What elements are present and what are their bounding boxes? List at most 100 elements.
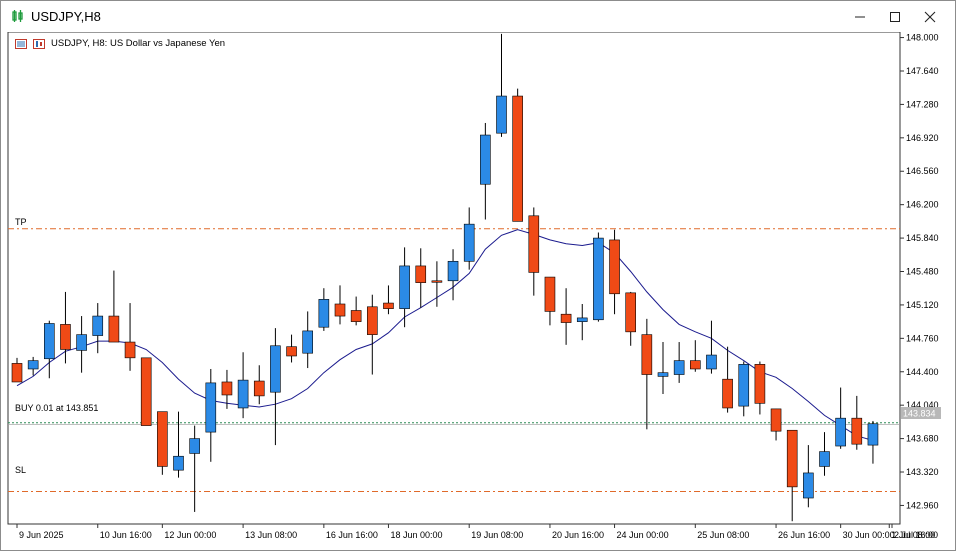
candle bbox=[576, 303, 588, 341]
candle-body bbox=[27, 360, 39, 370]
x-axis-label: 30 Jun 00:00 bbox=[843, 530, 895, 540]
candle-body bbox=[415, 265, 427, 283]
candle-body bbox=[157, 411, 168, 467]
minimize-button[interactable] bbox=[843, 1, 877, 32]
candle-body bbox=[512, 95, 523, 222]
candle bbox=[835, 387, 846, 449]
candle-body bbox=[609, 239, 620, 295]
candle-body bbox=[302, 330, 314, 354]
candle-body bbox=[92, 315, 104, 336]
y-axis-label: 143.680 bbox=[906, 434, 939, 444]
candle-body bbox=[334, 303, 346, 317]
price-chart[interactable]: 148.000 147.640 147.280 146.920 146.560 146.2… bbox=[7, 32, 953, 547]
candle-body bbox=[738, 364, 750, 407]
candle bbox=[302, 311, 314, 369]
candle-body bbox=[108, 315, 120, 343]
candle bbox=[480, 122, 491, 220]
candle-body bbox=[754, 364, 766, 404]
candle bbox=[11, 357, 23, 383]
candle-body bbox=[560, 313, 572, 323]
candle-body bbox=[366, 306, 378, 335]
candle bbox=[415, 248, 427, 308]
candle bbox=[60, 291, 71, 364]
x-axis-label: 25 Jun 08:00 bbox=[697, 530, 749, 540]
candle bbox=[641, 318, 653, 430]
y-axis-label: 144.760 bbox=[906, 333, 939, 343]
candle bbox=[851, 395, 863, 450]
candle-body bbox=[819, 451, 830, 467]
y-axis-label: 145.120 bbox=[906, 300, 939, 310]
x-axis-label: 1 Jul 08:00 bbox=[891, 530, 935, 540]
y-axis-label: 148.000 bbox=[906, 33, 939, 43]
y-axis-label: 144.400 bbox=[906, 367, 939, 377]
title-bar[interactable]: USDJPY,H8 bbox=[1, 1, 955, 32]
candle bbox=[286, 334, 297, 363]
candle-body bbox=[205, 382, 217, 433]
candle-body bbox=[399, 265, 410, 309]
candle bbox=[673, 342, 685, 383]
candle bbox=[722, 346, 733, 413]
maximize-button[interactable] bbox=[878, 1, 912, 32]
candle bbox=[560, 288, 572, 345]
x-axis-label: 13 Jun 08:00 bbox=[245, 530, 297, 540]
candle bbox=[754, 361, 766, 415]
candle bbox=[189, 425, 200, 512]
candle bbox=[334, 285, 346, 325]
candle-body bbox=[318, 299, 330, 328]
candle-body bbox=[835, 417, 846, 447]
candle bbox=[318, 288, 330, 331]
candle bbox=[205, 368, 217, 462]
x-axis-label: 24 Jun 00:00 bbox=[617, 530, 669, 540]
moving-average-line bbox=[16, 229, 874, 441]
y-axis-label: 142.960 bbox=[906, 500, 939, 510]
y-axis-label: 143.320 bbox=[906, 467, 939, 477]
candle bbox=[447, 249, 459, 301]
candle-body bbox=[237, 379, 249, 409]
candle-body bbox=[76, 334, 87, 351]
y-axis-label: 145.480 bbox=[906, 267, 939, 277]
candle-body bbox=[689, 360, 701, 370]
x-axis-label: 2 Jul 16:00 bbox=[894, 530, 938, 540]
candle-body bbox=[11, 363, 23, 383]
candle bbox=[463, 207, 475, 270]
candle-body bbox=[641, 334, 653, 375]
trade-icon[interactable] bbox=[33, 38, 45, 49]
candle-body bbox=[625, 292, 637, 333]
sl-label: SL bbox=[15, 465, 26, 475]
candle bbox=[366, 294, 378, 375]
x-axis-label: 16 Jun 16:00 bbox=[326, 530, 378, 540]
chart-properties-icon[interactable] bbox=[15, 38, 27, 49]
candle-body bbox=[383, 302, 394, 309]
candle bbox=[27, 356, 39, 376]
candle bbox=[609, 229, 620, 315]
candle-body bbox=[803, 472, 814, 499]
candle bbox=[544, 276, 556, 326]
maximize-icon bbox=[890, 11, 900, 22]
x-axis-label: 19 Jun 08:00 bbox=[471, 530, 523, 540]
candle-body bbox=[657, 372, 669, 377]
candle bbox=[786, 429, 798, 522]
buy-order-label: BUY 0.01 at 143.851 bbox=[15, 403, 98, 413]
candle bbox=[770, 408, 782, 441]
candle bbox=[92, 303, 104, 354]
y-axis-label: 147.640 bbox=[906, 66, 939, 76]
usdjpy-chart-icon bbox=[12, 10, 23, 22]
current-price-tag-bg bbox=[901, 407, 941, 419]
candle bbox=[124, 303, 136, 371]
close-icon bbox=[924, 11, 936, 22]
candle bbox=[43, 320, 55, 379]
candle-body bbox=[463, 223, 475, 262]
chart-area[interactable]: 148.000 147.640 147.280 146.920 146.560 146.2… bbox=[7, 32, 953, 547]
candle bbox=[76, 316, 87, 373]
candle-body bbox=[706, 354, 717, 370]
candle-body bbox=[786, 429, 798, 488]
candle bbox=[399, 247, 410, 328]
candle-body bbox=[124, 341, 136, 359]
tp-label: TP bbox=[15, 217, 27, 227]
candle bbox=[383, 285, 394, 315]
candle bbox=[221, 369, 233, 409]
y-axis-label: 146.560 bbox=[906, 166, 939, 176]
close-button[interactable] bbox=[913, 1, 947, 32]
candle-body bbox=[43, 323, 55, 360]
candle bbox=[237, 352, 249, 419]
